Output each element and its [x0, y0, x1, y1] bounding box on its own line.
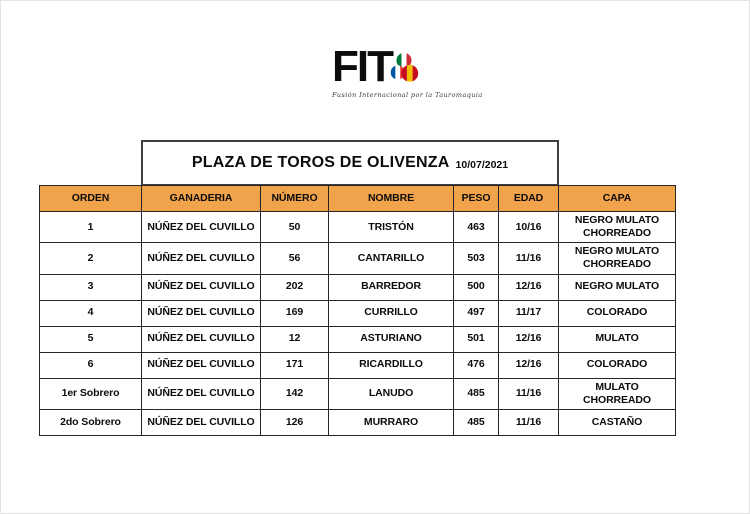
cell-orden: 3 [39, 273, 142, 301]
cell-capa: COLORADO [558, 351, 676, 379]
cell-numero: 56 [260, 242, 329, 275]
column-header-peso: PESO [453, 185, 499, 212]
cell-peso: 476 [453, 351, 499, 379]
cell-nombre: BARREDOR [328, 273, 454, 301]
column-header-ganaderia: GANADERIA [141, 185, 261, 212]
cell-numero: 171 [260, 351, 329, 379]
cell-capa: NEGRO MULATO [558, 273, 676, 301]
cell-ganaderia: NÚÑEZ DEL CUVILLO [141, 273, 261, 301]
table-row: 1er Sobrero NÚÑEZ DEL CUVILLO 142 LANUDO 485… [39, 377, 676, 410]
cell-nombre: LANUDO [328, 377, 454, 410]
cell-orden: 2do Sobrero [39, 408, 142, 436]
cell-edad: 10/16 [498, 210, 559, 244]
cell-nombre: MURRARO [328, 408, 454, 436]
logo-row: FIT [332, 42, 483, 91]
table-body: 1 NÚÑEZ DEL CUVILLO 50 TRISTÓN 463 10/16 NEGRO… [39, 210, 676, 436]
cell-edad: 12/16 [498, 273, 559, 301]
cell-capa: CASTAÑO [558, 408, 676, 436]
page-title: PLAZA DE TOROS DE OLIVENZA [191, 154, 450, 171]
fit-logo-text: FIT [332, 42, 394, 91]
bulls-table: ORDEN GANADERIA NÚMERO NOMBRE PESO EDAD … [39, 185, 676, 436]
cell-peso: 485 [453, 408, 499, 436]
column-header-numero: NÚMERO [260, 185, 329, 212]
cell-orden: 4 [39, 299, 142, 327]
cell-nombre: CANTARILLO [328, 242, 454, 275]
cell-nombre: RICARDILLO [328, 351, 454, 379]
cell-peso: 497 [453, 299, 499, 327]
cell-ganaderia: NÚÑEZ DEL CUVILLO [141, 351, 261, 379]
title-date: 10/07/2021 [455, 159, 509, 171]
cell-peso: 501 [453, 325, 499, 353]
column-header-orden: ORDEN [39, 185, 142, 212]
cell-ganaderia: NÚÑEZ DEL CUVILLO [141, 377, 261, 410]
cell-orden: 1 [39, 210, 142, 244]
cell-orden: 6 [39, 351, 142, 379]
cell-ganaderia: NÚÑEZ DEL CUVILLO [141, 210, 261, 244]
column-header-edad: EDAD [498, 185, 559, 212]
cell-nombre: ASTURIANO [328, 325, 454, 353]
cell-peso: 500 [453, 273, 499, 301]
cell-capa: MULATO CHORREADO [558, 377, 676, 410]
cell-capa: NEGRO MULATO CHORREADO [558, 242, 676, 275]
table-row: 4 NÚÑEZ DEL CUVILLO 169 CURRILLO 497 11/17 COL… [39, 299, 676, 327]
flag-circles-icon [390, 52, 419, 82]
cell-peso: 503 [453, 242, 499, 275]
cell-orden: 2 [39, 242, 142, 275]
cell-capa: COLORADO [558, 299, 676, 327]
cell-capa: MULATO [558, 325, 676, 353]
table-row: 3 NÚÑEZ DEL CUVILLO 202 BARREDOR 500 12/16 NEG… [39, 273, 676, 301]
cell-ganaderia: NÚÑEZ DEL CUVILLO [141, 242, 261, 275]
column-header-capa: CAPA [558, 185, 676, 212]
cell-ganaderia: NÚÑEZ DEL CUVILLO [141, 299, 261, 327]
cell-edad: 11/17 [498, 299, 559, 327]
cell-orden: 1er Sobrero [39, 377, 142, 410]
cell-capa: NEGRO MULATO CHORREADO [558, 210, 676, 244]
cell-edad: 11/16 [498, 408, 559, 436]
cell-numero: 142 [260, 377, 329, 410]
table-row: 5 NÚÑEZ DEL CUVILLO 12 ASTURIANO 501 12/16 MUL… [39, 325, 676, 353]
table-row: 2do Sobrero NÚÑEZ DEL CUVILLO 126 MURRARO 48… [39, 408, 676, 436]
cell-numero: 50 [260, 210, 329, 244]
cell-numero: 12 [260, 325, 329, 353]
cell-numero: 169 [260, 299, 329, 327]
table-row: 1 NÚÑEZ DEL CUVILLO 50 TRISTÓN 463 10/16 NEGRO… [39, 210, 676, 244]
cell-edad: 12/16 [498, 325, 559, 353]
cell-ganaderia: NÚÑEZ DEL CUVILLO [141, 408, 261, 436]
cell-numero: 126 [260, 408, 329, 436]
cell-edad: 12/16 [498, 351, 559, 379]
cell-peso: 463 [453, 210, 499, 244]
cell-nombre: TRISTÓN [328, 210, 454, 244]
cell-orden: 5 [39, 325, 142, 353]
spain-flag-circle [401, 64, 419, 82]
fit-logo: FIT [332, 42, 483, 100]
cell-numero: 202 [260, 273, 329, 301]
cell-edad: 11/16 [498, 242, 559, 275]
cell-nombre: CURRILLO [328, 299, 454, 327]
table-row: 2 NÚÑEZ DEL CUVILLO 56 CANTARILLO 503 11/16 NE… [39, 242, 676, 275]
column-header-nombre: NOMBRE [328, 185, 454, 212]
header-row: ORDEN GANADERIA NÚMERO NOMBRE PESO EDAD … [39, 185, 676, 212]
table-row: 6 NÚÑEZ DEL CUVILLO 171 RICARDILLO 476 12/16 C… [39, 351, 676, 379]
cell-peso: 485 [453, 377, 499, 410]
title-box: PLAZA DE TOROS DE OLIVENZA 10/07/2021 [141, 140, 559, 186]
italy-flag-circle [396, 52, 412, 68]
cell-ganaderia: NÚÑEZ DEL CUVILLO [141, 325, 261, 353]
cell-edad: 11/16 [498, 377, 559, 410]
logo-tagline: Fusión Internacional por la Tauromaquia [332, 91, 483, 99]
